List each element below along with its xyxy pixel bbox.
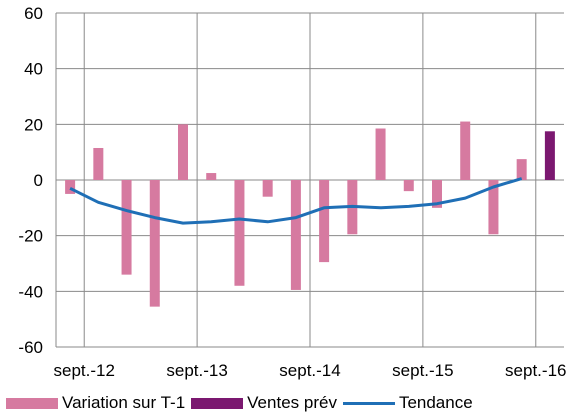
bar-variation [65, 180, 76, 194]
bar-variation [432, 180, 442, 208]
legend-swatch-variation [6, 397, 58, 409]
legend-swatch-ventes [191, 397, 244, 409]
legend-label-ventes: Ventes prév [247, 393, 337, 412]
legend-item-ventes: Ventes prév [191, 393, 337, 413]
bar-variation [262, 180, 273, 197]
x-tick-label: sept.-13 [166, 361, 227, 380]
x-tick-label: sept.-15 [392, 361, 453, 380]
axes: 60 40 20 0 -20 -40 -60 sept.-12 sept.-13 sept.-14… [18, 4, 566, 380]
bar-variation [488, 180, 499, 235]
bar-variation [375, 128, 386, 180]
bar-variation [121, 180, 132, 275]
legend-item-tendance: Tendance [342, 393, 473, 413]
bar-variation [319, 180, 330, 263]
bar-variation [149, 180, 160, 307]
bar-variation [403, 180, 414, 192]
y-tick-label: 0 [34, 171, 43, 190]
bar-variation [516, 159, 527, 180]
y-tick-label: 40 [24, 60, 43, 79]
legend: Variation sur T-1 Ventes prév Tendance [6, 392, 479, 414]
legend-swatch-tendance [342, 401, 395, 405]
y-tick-label: -40 [18, 282, 43, 301]
y-tick-label: -60 [18, 338, 43, 357]
x-tick-label: sept.-14 [279, 361, 340, 380]
bar-variation [460, 121, 471, 180]
bar-variation [290, 180, 301, 290]
grid [56, 12, 564, 347]
bar-variation [234, 180, 245, 286]
trend-line-group [69, 177, 523, 225]
trend-line [69, 177, 523, 225]
bar-variation [93, 147, 104, 180]
y-tick-label: 60 [24, 4, 43, 23]
bar-ventes-prev [544, 131, 555, 180]
bar-variation [206, 173, 217, 180]
bars [65, 121, 555, 307]
x-tick-label: sept.-16 [505, 361, 566, 380]
legend-label-variation: Variation sur T-1 [62, 393, 186, 412]
y-tick-label: 20 [24, 115, 43, 134]
bar-variation [178, 124, 188, 180]
x-tick-label: sept.-12 [54, 361, 115, 380]
legend-item-variation: Variation sur T-1 [6, 393, 185, 413]
legend-label-tendance: Tendance [398, 393, 473, 412]
y-tick-label: -20 [18, 227, 43, 246]
